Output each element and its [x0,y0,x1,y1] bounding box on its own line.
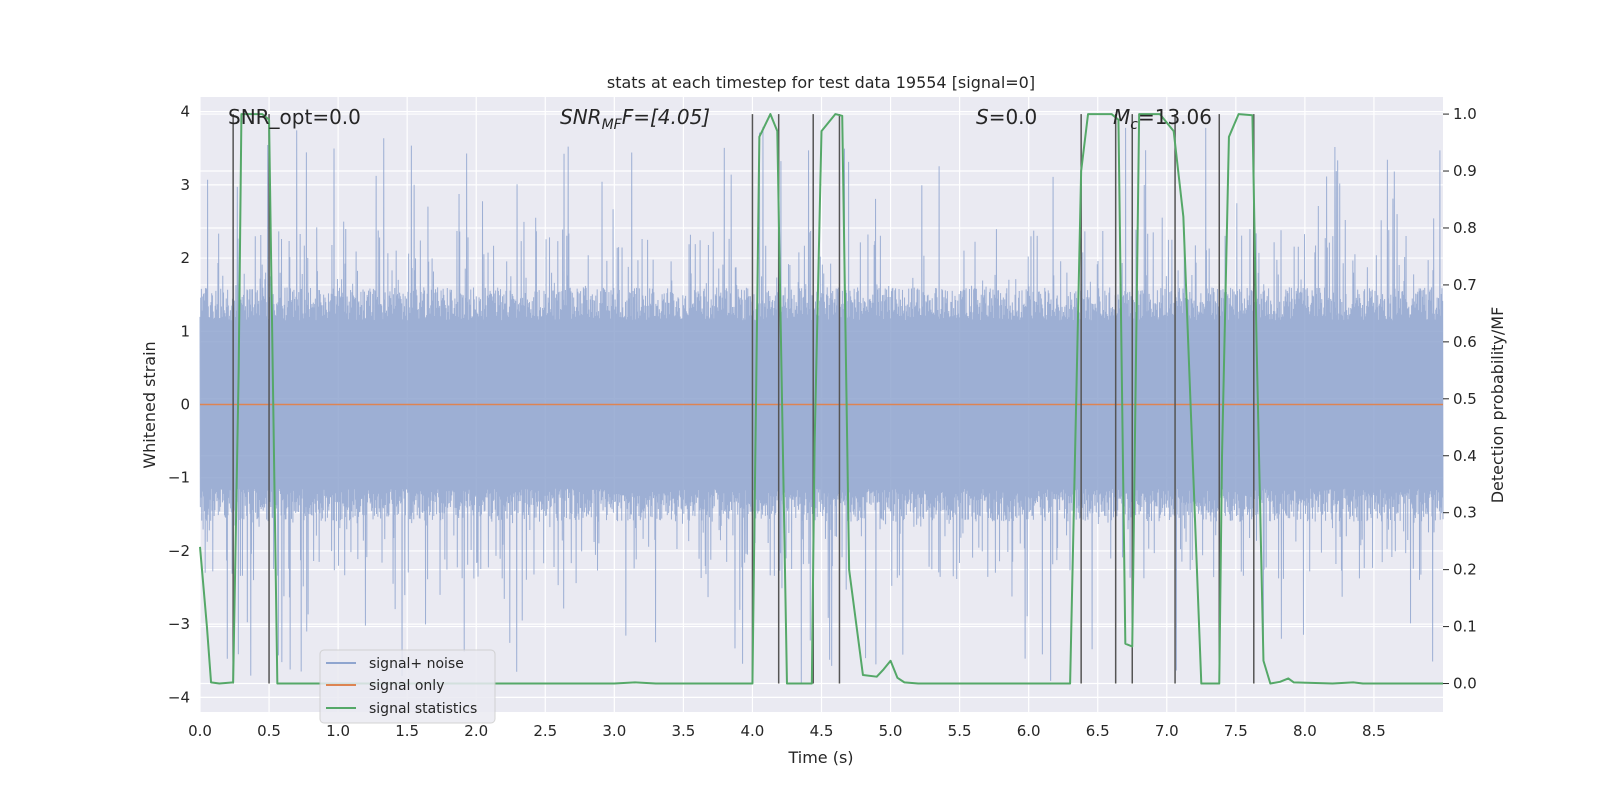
x-tick-label: 3.0 [602,722,626,740]
y-right-tick-label: 0.3 [1453,504,1477,522]
y-axis-label-right: Detection probability/MF [1488,307,1507,504]
y-axis-label-left: Whitened strain [140,341,159,468]
legend-label-signal-noise: signal+ noise [369,656,464,672]
y-right-tick-label: 0.4 [1453,447,1477,465]
x-tick-label: 4.5 [810,722,834,740]
signal-statistics-line [199,113,1443,685]
x-tick-label: 8.0 [1293,722,1317,740]
snr-opt-annotation: SNR_opt=0.0 [228,105,361,129]
mc-symbol: M [1113,105,1130,129]
mc-subscript: c [1130,117,1138,133]
x-tick-label: 2.5 [533,722,557,740]
legend: signal+ noise signal only signal statist… [319,649,496,724]
x-tick-label: 1.0 [326,722,350,740]
y-left-tick-label: 1 [180,322,190,340]
y-left-tick-label: −4 [168,688,190,706]
legend-label-signal-statistics: signal statistics [369,701,477,717]
y-right-tick-label: 1.0 [1453,105,1477,123]
signal-noise-line [199,126,1444,683]
y-left-tick-label: −2 [168,542,190,560]
x-tick-label: 5.5 [948,722,972,740]
x-tick-label: 4.0 [741,722,765,740]
s-symbol: S [976,105,989,129]
x-tick-label: 1.5 [395,722,419,740]
x-tick-label: 2.0 [464,722,488,740]
y-right-tick-label: 0.0 [1453,675,1477,693]
y-right-tick-label: 0.7 [1453,276,1477,294]
x-tick-label: 3.5 [671,722,695,740]
x-tick-label: 6.5 [1086,722,1110,740]
snr-mf-suffix: F=[4.05] [622,105,710,129]
signal-statistics-series [199,113,1443,685]
y-right-tick-label: 0.9 [1453,162,1477,180]
x-tick-label: 7.5 [1224,722,1248,740]
y-right-tick-label: 0.2 [1453,561,1477,579]
s-annotation: S=0.0 [976,105,1037,129]
y-left-tick-label: 4 [180,103,190,121]
y-left-tick-label: 2 [180,249,190,267]
y-left-tick-label: −1 [168,469,190,487]
x-tick-label: 7.0 [1155,722,1179,740]
x-tick-label: 6.0 [1017,722,1041,740]
chart-title: stats at each timestep for test data 195… [607,73,1035,92]
tick-labels: 0.0 0.5 1.0 1.5 2.0 2.5 3.0 3.5 4.0 4.5 5.0 5.5 6.0 6… [168,103,1477,740]
y-right-tick-label: 0.1 [1453,618,1477,636]
y-left-tick-label: 3 [180,176,190,194]
x-tick-label: 0.5 [257,722,281,740]
x-tick-label: 8.5 [1362,722,1386,740]
legend-box [319,649,496,724]
snr-mf-subscript: MF [602,117,623,133]
y-right-tick-label: 0.6 [1453,333,1477,351]
mc-value: =13.06 [1138,105,1212,129]
y-left-tick-label: 0 [180,396,190,414]
y-right-tick-label: 0.8 [1453,219,1477,237]
snr-mf-prefix: SNR [560,105,602,129]
legend-label-signal-only: signal only [369,678,444,694]
mc-annotation: Mc=13.06 [1113,105,1212,133]
x-tick-label: 5.0 [879,722,903,740]
x-tick-label: 0.0 [188,722,212,740]
y-right-tick-label: 0.5 [1453,390,1477,408]
s-value: =0.0 [989,105,1038,129]
y-left-tick-label: −3 [168,615,190,633]
snr-mf-annotation: SNRMFF=[4.05] [560,105,710,133]
x-axis-label: Time (s) [787,748,853,767]
signal-noise-series [199,126,1444,683]
